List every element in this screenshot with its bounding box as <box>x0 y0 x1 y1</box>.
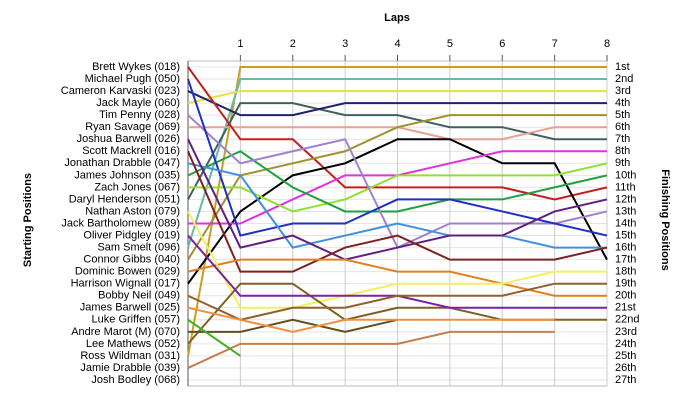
x-tick-label: 5 <box>447 38 453 50</box>
y-tick-label: Andre Marot (M) (070) <box>71 326 180 338</box>
y2-tick-label: 5th <box>615 109 630 121</box>
position-line <box>187 138 608 261</box>
y-tick-label: Jamie Drabble (039) <box>80 362 180 374</box>
y-tick-label: Daryl Henderson (051) <box>69 193 180 205</box>
position-line <box>188 318 398 333</box>
y-tick-label: Joshua Barwell (026) <box>77 133 180 145</box>
x-tick-label: 8 <box>604 38 610 50</box>
position-line <box>187 114 607 261</box>
position-line <box>187 306 555 333</box>
y2-tick-label: 1st <box>615 61 630 73</box>
x-tick-label: 6 <box>499 38 505 50</box>
y-tick-label: Sam Smelt (096) <box>97 241 180 253</box>
y-tick-label: Brett Wykes (018) <box>92 61 180 73</box>
y-tick-label: Dominic Bowen (029) <box>75 266 180 278</box>
y2-axis-title: Finishing Positions <box>659 169 671 270</box>
position-line <box>187 162 607 249</box>
y2-tick-label: 6th <box>615 121 630 133</box>
y2-tick-label: 8th <box>615 145 630 157</box>
position-line <box>187 330 555 369</box>
y-tick-label: Jack Mayle (060) <box>96 97 180 109</box>
y2-tick-label: 20th <box>615 290 636 302</box>
y-tick-label: Ryan Savage (069) <box>85 121 180 133</box>
y2-tick-label: 18th <box>615 266 636 278</box>
y-tick-label: Bobby Neil (049) <box>98 290 180 302</box>
x-tick-label: 3 <box>342 38 348 50</box>
y2-tick-label: 3rd <box>615 85 631 97</box>
position-line <box>187 90 607 105</box>
x-tick-label: 7 <box>552 38 558 50</box>
y-tick-label: Nathan Aston (079) <box>85 205 180 217</box>
y2-tick-label: 13th <box>615 205 636 217</box>
y-tick-label: Jonathan Drabble (047) <box>64 157 180 169</box>
y-tick-label: James Barwell (025) <box>80 302 180 314</box>
y2-tick-label: 22nd <box>615 314 639 326</box>
position-line <box>187 150 608 213</box>
y-tick-label: Zach Jones (067) <box>94 181 180 193</box>
y-tick-label: Cameron Karvaski (023) <box>61 85 180 97</box>
y2-tick-label: 10th <box>615 169 636 181</box>
chart-title: Laps <box>384 12 410 24</box>
position-line <box>187 102 607 200</box>
position-line <box>187 66 608 201</box>
y2-tick-label: 19th <box>615 278 636 290</box>
y2-tick-label: 7th <box>615 133 630 145</box>
position-line <box>187 282 607 321</box>
y2-tick-label: 11th <box>615 181 636 193</box>
y2-tick-label: 4th <box>615 97 630 109</box>
y-tick-label: James Johnson (035) <box>74 169 180 181</box>
x-tick-label: 1 <box>237 38 243 50</box>
y2-tick-label: 15th <box>615 229 636 241</box>
y-tick-label: Lee Mathews (052) <box>86 338 180 350</box>
y2-tick-label: 12th <box>615 193 636 205</box>
y2-tick-label: 23rd <box>615 326 637 338</box>
y-tick-label: Josh Bodley (068) <box>91 374 180 386</box>
y2-tick-label: 21st <box>615 302 636 314</box>
y2-tick-label: 17th <box>615 254 636 266</box>
position-line <box>187 150 608 273</box>
position-line <box>187 210 607 309</box>
y-tick-label: Oliver Pidgley (019) <box>83 229 180 241</box>
y-tick-label: Jack Bartholomew (089) <box>61 217 180 229</box>
y-tick-label: Tim Penny (028) <box>99 109 180 121</box>
position-line <box>188 162 608 213</box>
y2-tick-label: 9th <box>615 157 630 169</box>
y-tick-label: Michael Pugh (050) <box>85 73 180 85</box>
y-tick-label: Connor Gibbs (040) <box>83 254 180 266</box>
y2-tick-label: 24th <box>615 338 636 350</box>
position-line <box>187 318 241 357</box>
y-tick-label: Harrison Wignall (017) <box>71 278 180 290</box>
position-line <box>187 66 607 357</box>
y2-tick-label: 25th <box>615 350 636 362</box>
y2-tick-label: 26th <box>615 362 636 374</box>
position-line <box>187 258 607 297</box>
y-tick-label: Ross Wildman (031) <box>80 350 180 362</box>
x-tick-label: 4 <box>394 38 400 50</box>
position-line <box>187 78 607 248</box>
y-axis-title: Starting Positions <box>22 173 34 267</box>
y2-tick-label: 2nd <box>615 73 633 85</box>
y2-tick-label: 14th <box>615 217 636 229</box>
y-tick-label: Luke Griffen (057) <box>92 314 180 326</box>
position-line <box>187 90 607 117</box>
y2-tick-label: 27th <box>615 374 636 386</box>
y2-tick-label: 16th <box>615 241 636 253</box>
x-tick-label: 2 <box>290 38 296 50</box>
y-tick-label: Scott Mackrell (016) <box>82 145 180 157</box>
